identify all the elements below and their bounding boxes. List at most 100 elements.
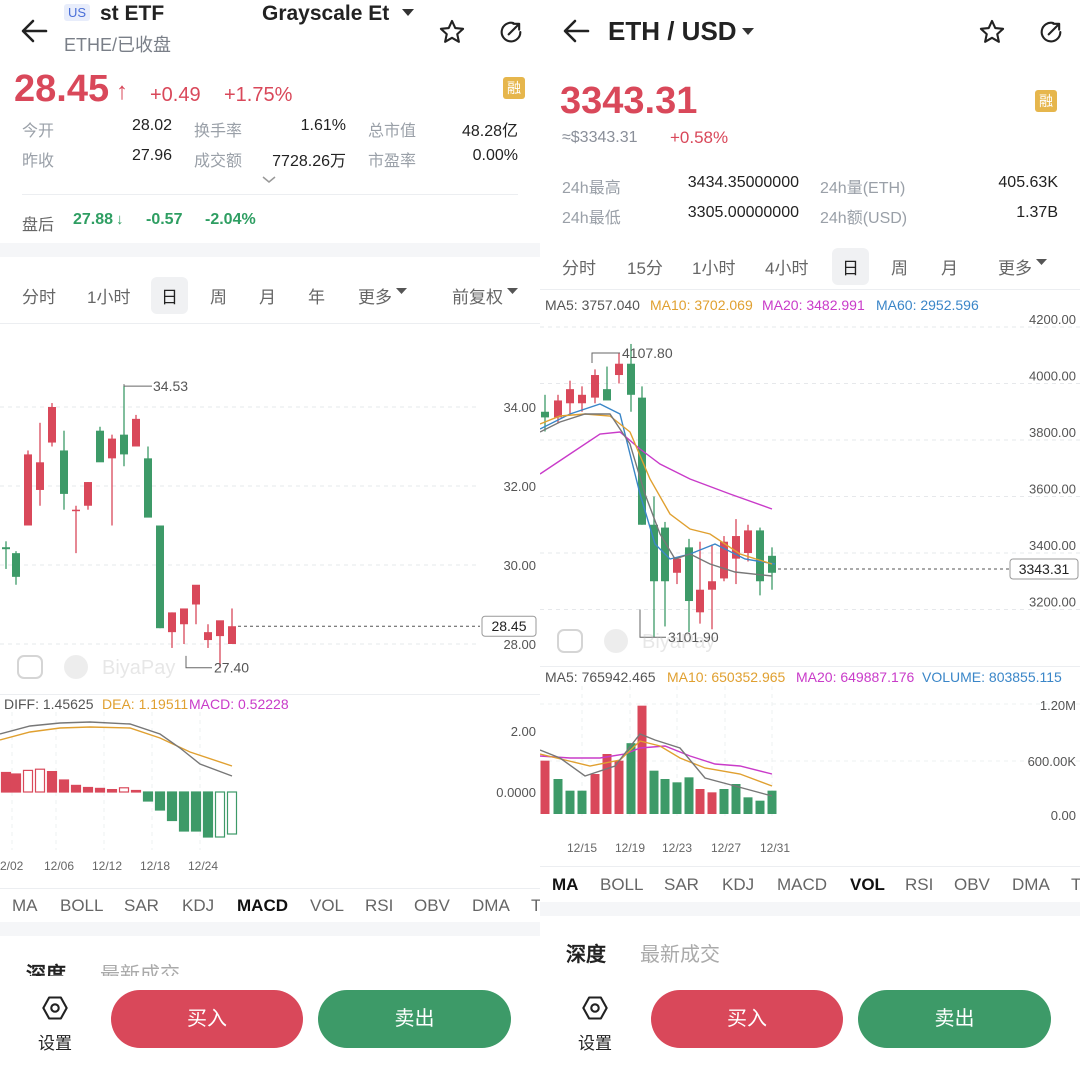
share-icon[interactable]: [497, 18, 525, 46]
pair-title[interactable]: ETH / USD: [608, 16, 737, 46]
share-icon[interactable]: [1037, 18, 1065, 46]
macd-dea-label: DEA: 1.19511: [102, 696, 189, 712]
settings-label[interactable]: 设置: [38, 1034, 72, 1053]
macd-bar: [82, 786, 94, 793]
macd-chart[interactable]: 2.00 0.0000 2/02 12/06 12/12 12/18 12/24: [0, 712, 540, 890]
tab-depth[interactable]: 深度: [566, 944, 606, 966]
eth-candlestick-chart[interactable]: 4200.00 4000.00 3800.00 3600.00 3400.00 3200.…: [540, 314, 1080, 666]
tab-latest-trades[interactable]: 最新成交: [640, 944, 720, 966]
ind-dma[interactable]: DMA: [472, 896, 510, 915]
ind-macd[interactable]: MACD: [237, 896, 288, 915]
candle-body: [204, 632, 212, 641]
tab-more[interactable]: 更多: [358, 288, 392, 307]
buy-button[interactable]: 买入: [651, 990, 843, 1048]
tab-week[interactable]: 周: [891, 259, 908, 278]
chevron-down-icon[interactable]: [742, 28, 754, 36]
ind-ma[interactable]: MA: [12, 896, 38, 915]
volume-bar: [731, 784, 741, 814]
tab-month[interactable]: 月: [941, 259, 958, 278]
date-tick-label: 12/18: [140, 859, 170, 873]
back-arrow-icon[interactable]: [20, 18, 50, 44]
ind-kdj[interactable]: KDJ: [182, 896, 215, 915]
ind-t[interactable]: T: [1071, 875, 1080, 894]
volume-chart[interactable]: 1.20M 600.00K 0.00 12/15 12/19 12/23 12/27 12/3…: [540, 686, 1080, 868]
buy-button[interactable]: 买入: [111, 990, 303, 1048]
ind-kdj[interactable]: KDJ: [722, 875, 755, 894]
ind-rsi[interactable]: RSI: [905, 875, 934, 894]
candle-body: [2, 547, 10, 550]
margin-badge: 融: [503, 77, 525, 99]
ind-dma[interactable]: DMA: [1012, 875, 1050, 894]
ind-boll[interactable]: BOLL: [600, 875, 644, 894]
chevron-down-icon[interactable]: [402, 9, 414, 17]
vol-ma20-line: [540, 745, 773, 775]
tab-more[interactable]: 更多: [998, 259, 1032, 278]
prev-close-label: 昨收: [22, 153, 55, 170]
volume-bar: [672, 782, 682, 814]
settings-icon[interactable]: [40, 994, 70, 1022]
candle-body: [768, 555, 776, 573]
volume-bar: [577, 790, 587, 814]
amount-label: 成交额: [194, 153, 243, 170]
amt-24h-value: 1.37B: [1016, 204, 1058, 221]
indicator-divider: [0, 888, 540, 889]
date-tick-label: 2/02: [0, 859, 24, 873]
etf-candlestick-chart[interactable]: 34.00 32.00 30.00 28.00 34.53 27.40 28.45 BiyaP…: [0, 324, 540, 694]
etf-title-right[interactable]: Grayscale Et: [262, 2, 390, 25]
tab-day[interactable]: 日: [151, 277, 188, 314]
sell-button[interactable]: 卖出: [318, 990, 511, 1048]
ind-sar[interactable]: SAR: [124, 896, 159, 915]
sell-button[interactable]: 卖出: [858, 990, 1051, 1048]
ind-boll[interactable]: BOLL: [60, 896, 104, 915]
dea-line: [0, 726, 233, 767]
tab-intraday[interactable]: 分时: [22, 288, 56, 307]
settings-label[interactable]: 设置: [578, 1034, 612, 1053]
tab-intraday[interactable]: 分时: [562, 259, 596, 278]
macd-bar: [178, 791, 190, 832]
candle-body: [696, 589, 704, 613]
candle-body: [12, 553, 20, 577]
settings-icon[interactable]: [580, 994, 610, 1022]
after-hours-change-pct: -2.04%: [205, 211, 256, 228]
volume-bar: [626, 743, 636, 814]
macd-bar: [58, 779, 70, 793]
ind-rsi[interactable]: RSI: [365, 896, 394, 915]
ind-macd[interactable]: MACD: [777, 875, 828, 894]
high-24h-value: 3434.35000000: [687, 174, 799, 191]
macd-bar: [154, 791, 166, 811]
ind-vol[interactable]: VOL: [850, 875, 885, 894]
candle-body: [84, 482, 92, 506]
star-icon[interactable]: [978, 18, 1006, 46]
tab-week[interactable]: 周: [210, 288, 227, 307]
tab-year[interactable]: 年: [308, 288, 325, 307]
volume-bar: [565, 790, 575, 814]
ind-t[interactable]: T: [531, 896, 540, 915]
ind-obv[interactable]: OBV: [954, 875, 990, 894]
ind-ma[interactable]: MA: [552, 875, 579, 894]
after-hours-change: -0.57: [146, 211, 183, 228]
volume-bar: [755, 800, 765, 814]
date-tick-label: 12/27: [711, 841, 741, 855]
candle-body: [673, 558, 681, 573]
ind-obv[interactable]: OBV: [414, 896, 450, 915]
tab-15m[interactable]: 15分: [627, 259, 663, 278]
tab-1h[interactable]: 1小时: [692, 259, 736, 278]
down-arrow-icon: ↓: [116, 211, 124, 228]
ind-sar[interactable]: SAR: [664, 875, 699, 894]
tab-day[interactable]: 日: [832, 248, 869, 285]
expand-chevron-icon[interactable]: [262, 176, 276, 184]
macd-diff-label: DIFF: 1.45625: [4, 696, 94, 712]
back-arrow-icon[interactable]: [562, 18, 592, 44]
macd-bar: [0, 771, 12, 793]
tab-4h[interactable]: 4小时: [765, 259, 809, 278]
watermark-text: BiyaPay: [642, 631, 715, 653]
tab-month[interactable]: 月: [259, 288, 276, 307]
star-icon[interactable]: [438, 18, 466, 46]
y-tick-label: 28.00: [503, 637, 536, 652]
vol-24h-value: 405.63K: [998, 174, 1058, 191]
tab-1h[interactable]: 1小时: [87, 288, 131, 307]
ind-vol[interactable]: VOL: [310, 896, 345, 915]
adjust-select[interactable]: 前复权: [452, 288, 503, 307]
etf-price: 28.45: [14, 68, 110, 110]
candle-body: [228, 626, 236, 644]
